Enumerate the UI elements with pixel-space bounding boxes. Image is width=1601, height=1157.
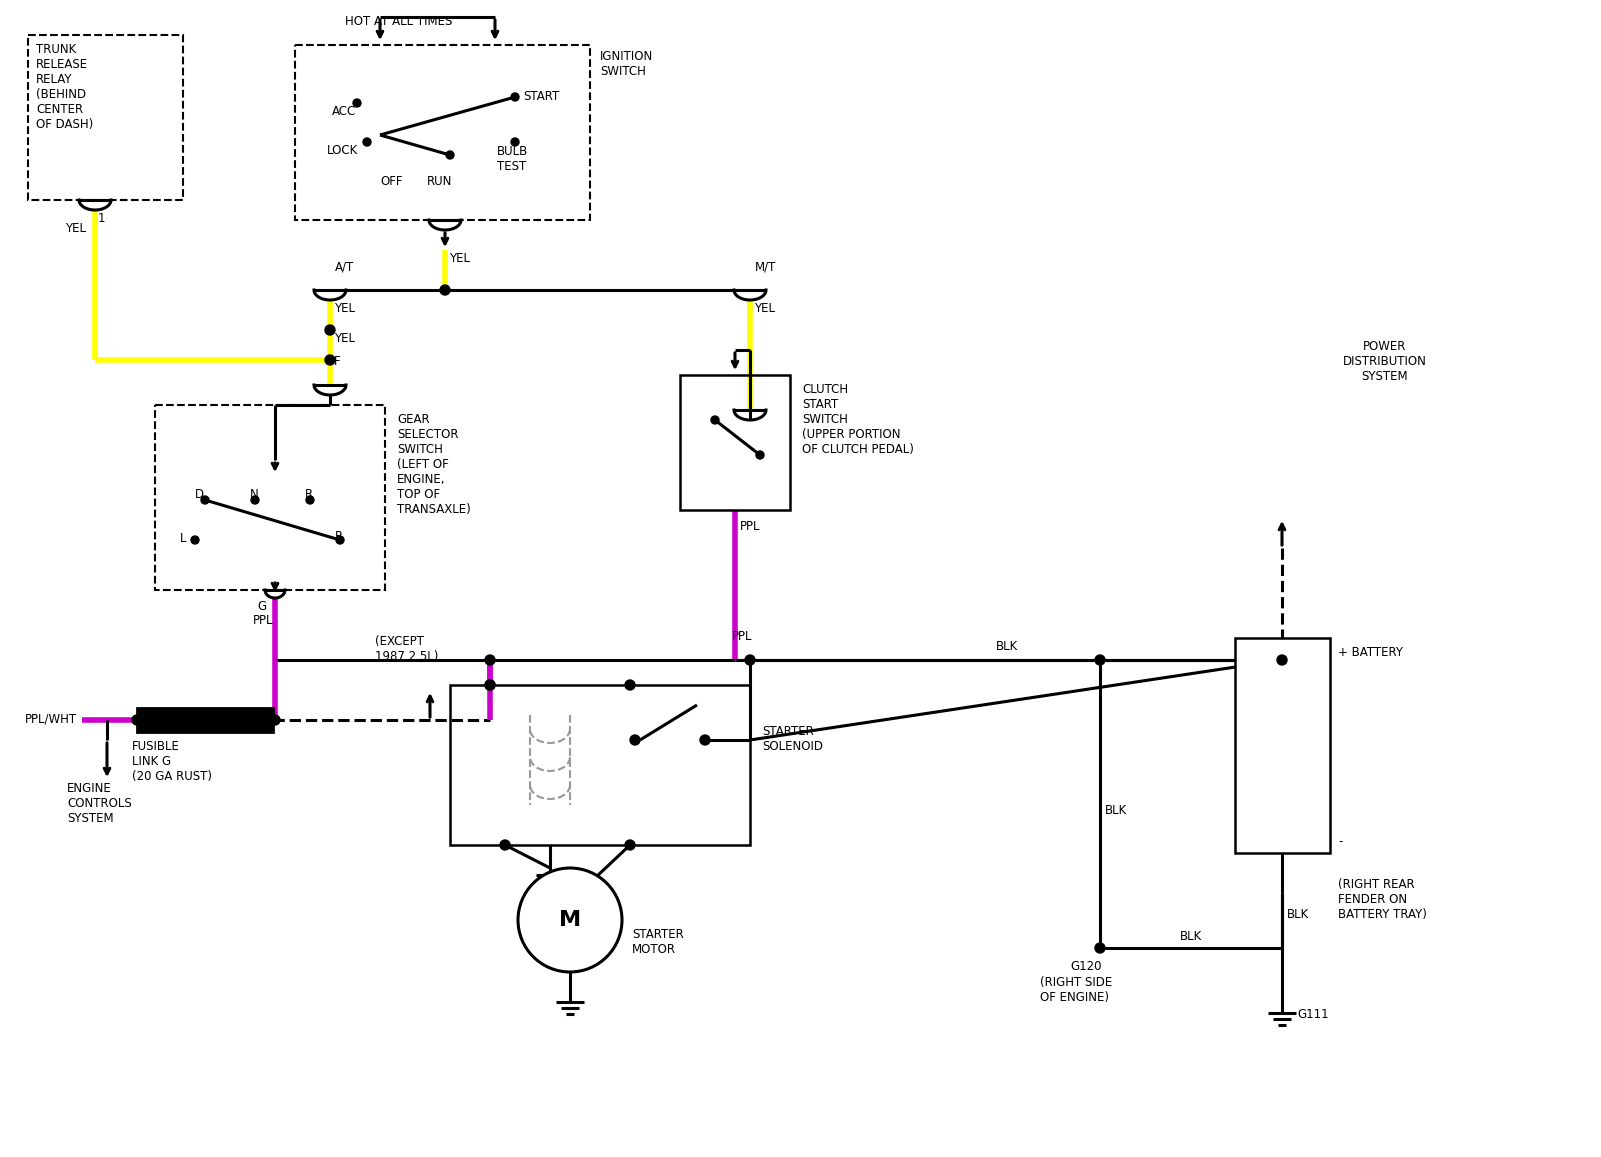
Circle shape bbox=[1278, 655, 1287, 665]
Circle shape bbox=[485, 680, 495, 690]
Circle shape bbox=[511, 138, 519, 146]
Text: START: START bbox=[524, 90, 559, 103]
Circle shape bbox=[500, 840, 511, 850]
Circle shape bbox=[336, 536, 344, 544]
Circle shape bbox=[756, 451, 764, 459]
Text: FUSIBLE
LINK G
(20 GA RUST): FUSIBLE LINK G (20 GA RUST) bbox=[131, 740, 211, 783]
Text: M/T: M/T bbox=[756, 260, 776, 273]
Text: PPL: PPL bbox=[740, 519, 760, 533]
Text: IGNITION
SWITCH: IGNITION SWITCH bbox=[600, 50, 653, 78]
Circle shape bbox=[306, 496, 314, 504]
Text: G: G bbox=[258, 600, 266, 613]
Circle shape bbox=[440, 285, 450, 295]
Text: YEL: YEL bbox=[66, 222, 86, 235]
Text: BLK: BLK bbox=[1105, 804, 1127, 817]
Text: CLUTCH
START
SWITCH
(UPPER PORTION
OF CLUTCH PEDAL): CLUTCH START SWITCH (UPPER PORTION OF CL… bbox=[802, 383, 914, 456]
Text: BLK: BLK bbox=[996, 640, 1018, 653]
Text: F: F bbox=[335, 355, 341, 368]
Circle shape bbox=[191, 536, 199, 544]
Circle shape bbox=[485, 655, 495, 665]
Text: GEAR
SELECTOR
SWITCH
(LEFT OF
ENGINE,
TOP OF
TRANSAXLE): GEAR SELECTOR SWITCH (LEFT OF ENGINE, TO… bbox=[397, 413, 471, 516]
Circle shape bbox=[631, 735, 640, 745]
Text: G111: G111 bbox=[1297, 1008, 1329, 1020]
Text: YEL: YEL bbox=[335, 302, 355, 315]
Text: (EXCEPT
1987 2.5L): (EXCEPT 1987 2.5L) bbox=[375, 635, 439, 663]
Circle shape bbox=[1095, 943, 1105, 953]
Text: ACC: ACC bbox=[331, 105, 357, 118]
Circle shape bbox=[447, 152, 455, 159]
Text: BLK: BLK bbox=[1180, 930, 1202, 943]
Text: PPL: PPL bbox=[732, 631, 752, 643]
Text: YEL: YEL bbox=[754, 302, 775, 315]
Circle shape bbox=[352, 100, 360, 106]
Bar bbox=[450, 685, 749, 845]
Text: TRUNK
RELEASE
RELAY
(BEHIND
CENTER
OF DASH): TRUNK RELEASE RELAY (BEHIND CENTER OF DA… bbox=[35, 43, 93, 131]
Bar bbox=[1234, 638, 1330, 853]
Circle shape bbox=[711, 417, 719, 423]
Circle shape bbox=[325, 355, 335, 364]
Text: RUN: RUN bbox=[427, 175, 453, 187]
Bar bbox=[27, 35, 183, 200]
Text: BULB
TEST: BULB TEST bbox=[496, 145, 528, 174]
Circle shape bbox=[744, 655, 756, 665]
Circle shape bbox=[624, 840, 636, 850]
Text: -: - bbox=[1338, 835, 1342, 848]
Circle shape bbox=[251, 496, 259, 504]
Circle shape bbox=[511, 93, 519, 101]
Text: STARTER
SOLENOID: STARTER SOLENOID bbox=[762, 725, 823, 753]
Text: OFF: OFF bbox=[379, 175, 402, 187]
Text: M: M bbox=[559, 911, 581, 930]
Circle shape bbox=[363, 138, 371, 146]
Circle shape bbox=[325, 325, 335, 336]
Bar bbox=[295, 45, 591, 220]
Text: PPL/WHT: PPL/WHT bbox=[26, 712, 77, 725]
Circle shape bbox=[202, 496, 210, 504]
Text: BLK: BLK bbox=[1287, 908, 1310, 921]
Text: HOT AT ALL TIMES: HOT AT ALL TIMES bbox=[344, 15, 453, 28]
Text: YEL: YEL bbox=[448, 252, 471, 265]
Text: L: L bbox=[179, 532, 186, 545]
Text: A/T: A/T bbox=[335, 260, 354, 273]
Circle shape bbox=[700, 735, 709, 745]
Text: 1: 1 bbox=[98, 212, 106, 224]
Text: D: D bbox=[195, 488, 203, 501]
Circle shape bbox=[1095, 655, 1105, 665]
Text: R: R bbox=[306, 488, 314, 501]
Text: YEL: YEL bbox=[335, 332, 355, 345]
Circle shape bbox=[271, 715, 280, 725]
Text: (RIGHT SIDE
OF ENGINE): (RIGHT SIDE OF ENGINE) bbox=[1041, 977, 1113, 1004]
Bar bbox=[138, 708, 274, 732]
Circle shape bbox=[485, 680, 495, 690]
Text: (RIGHT REAR
FENDER ON
BATTERY TRAY): (RIGHT REAR FENDER ON BATTERY TRAY) bbox=[1338, 878, 1426, 921]
Text: N: N bbox=[250, 488, 259, 501]
Text: POWER
DISTRIBUTION
SYSTEM: POWER DISTRIBUTION SYSTEM bbox=[1343, 340, 1426, 383]
Text: P: P bbox=[335, 530, 343, 543]
Circle shape bbox=[131, 715, 142, 725]
Text: PPL: PPL bbox=[253, 614, 274, 627]
Bar bbox=[680, 375, 789, 510]
Circle shape bbox=[624, 680, 636, 690]
Circle shape bbox=[519, 868, 623, 972]
Text: ENGINE
CONTROLS
SYSTEM: ENGINE CONTROLS SYSTEM bbox=[67, 782, 131, 825]
Text: + BATTERY: + BATTERY bbox=[1338, 646, 1402, 659]
Text: G120: G120 bbox=[1069, 960, 1101, 973]
Text: LOCK: LOCK bbox=[327, 143, 359, 157]
Bar bbox=[155, 405, 384, 590]
Text: STARTER
MOTOR: STARTER MOTOR bbox=[632, 928, 684, 956]
